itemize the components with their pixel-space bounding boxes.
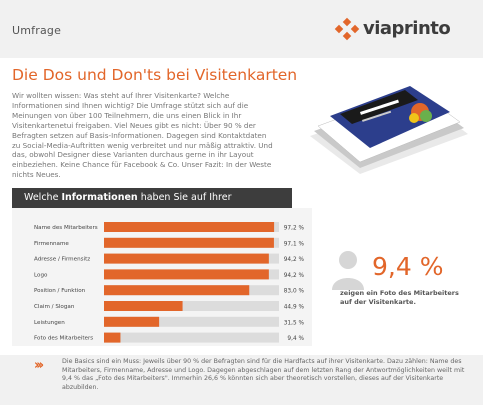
chart-header: Welche Informationen haben Sie auf Ihrer…: [12, 188, 292, 223]
viaprinto-logo: viaprinto: [334, 17, 451, 40]
category-label: Claim / Slogan: [34, 304, 75, 310]
category-label: Firmenname: [34, 241, 69, 247]
logo-text: viaprinto: [363, 18, 451, 39]
person-photo-icon: [332, 251, 364, 290]
footer-arrows-icon: ›››: [34, 358, 44, 373]
footer-bar: [0, 355, 483, 405]
bar: [104, 316, 160, 327]
value-label: 44,9 %: [284, 305, 305, 311]
bar: [104, 332, 121, 343]
value-label: 94,2 %: [284, 257, 305, 263]
chart-header-bold: Informationen: [61, 192, 138, 203]
chart-header-prefix: Welche: [24, 192, 62, 203]
bar: [104, 285, 250, 296]
category-label: Name des Mitarbeiters: [34, 225, 98, 231]
bar-track: [104, 332, 279, 343]
bar-track: [104, 316, 279, 327]
bar: [104, 222, 275, 232]
category-label: Logo: [34, 272, 48, 278]
stat-caption: zeigen ein Foto des Mitarbeiters auf der…: [340, 289, 459, 306]
bar: [104, 269, 269, 280]
bar: [104, 253, 269, 264]
bar-track: [104, 301, 279, 311]
bar-chart: Name des Mitarbeiters 97,2 % Firmenname 97,…: [34, 222, 305, 343]
page-title: Die Dos und Don'ts bei Visitenkarten: [12, 66, 298, 84]
value-label: 9,4 %: [287, 336, 304, 342]
bar: [104, 301, 183, 311]
logo-mark-icon: [334, 17, 360, 40]
section-label: Umfrage: [12, 24, 62, 37]
category-label: Position / Funktion: [34, 288, 86, 294]
value-label: 31,5 %: [284, 320, 305, 326]
category-label: Foto des Mitarbeiters: [34, 336, 93, 342]
bar: [104, 237, 274, 248]
business-cards-image: [310, 86, 468, 174]
intro-paragraph: Wir wollten wissen: Was steht auf Ihrer …: [12, 91, 273, 180]
category-label: Leistungen: [34, 320, 65, 326]
category-label: Adresse / Firmensitz: [34, 257, 90, 263]
value-label: 97,2 %: [284, 226, 305, 232]
header-bar: [0, 0, 483, 58]
footer-text: Die Basics sind ein Muss: Jeweils über 9…: [62, 358, 465, 391]
value-label: 94,2 %: [284, 273, 305, 279]
stat-value: 9,4 %: [372, 252, 444, 281]
value-label: 97,1 %: [284, 241, 305, 247]
value-label: 83,0 %: [284, 289, 305, 295]
